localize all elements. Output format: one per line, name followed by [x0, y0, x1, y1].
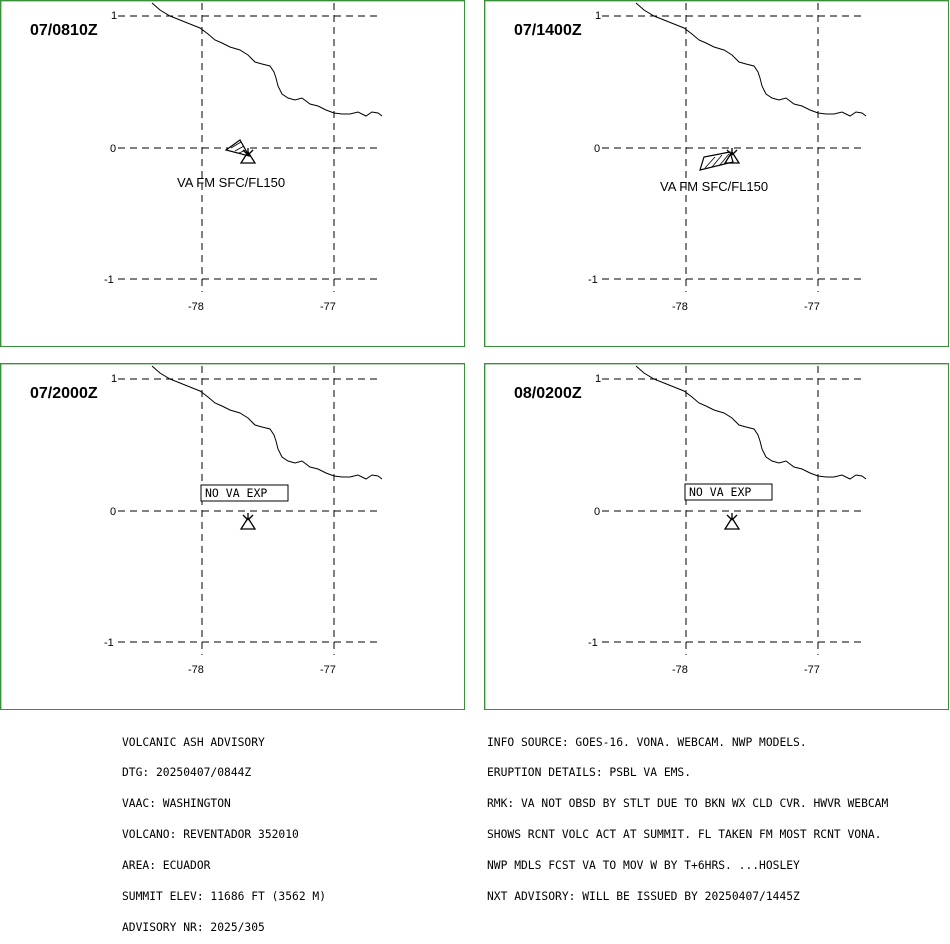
map-panel-4: 08/0200Z 1 0 -1 -78 -77 NO VA EXP: [484, 363, 949, 710]
va-status: NO VA EXP: [205, 486, 267, 500]
x-tick: -77: [320, 301, 336, 313]
volcano-icon: [723, 513, 741, 530]
advisory-volcano: VOLCANO: REVENTADOR 352010: [122, 828, 299, 842]
y-tick: 0: [594, 506, 600, 518]
x-tick: -77: [804, 301, 820, 313]
y-tick: -1: [588, 637, 598, 649]
remarks-line-3: NWP MDLS FCST VA TO MOV W BY T+6HRS. ...…: [487, 859, 800, 873]
x-tick: -78: [672, 301, 688, 313]
coastline: [151, 2, 383, 117]
y-tick: 0: [110, 506, 116, 518]
volcano-icon: [239, 148, 257, 164]
panel-time: 08/0200Z: [514, 385, 582, 402]
map-panel-3: 07/2000Z 1 0 -1 -78 -77 NO VA EXP: [0, 363, 465, 710]
ash-cloud: [699, 151, 734, 171]
x-tick: -78: [672, 664, 688, 676]
advisory-number: ADVISORY NR: 2025/305: [122, 920, 265, 934]
ash-cloud: [224, 139, 251, 157]
advisory-area: AREA: ECUADOR: [122, 859, 211, 873]
no-va-box: [200, 484, 289, 502]
x-tick: -77: [320, 664, 336, 676]
map-panel-2: 07/1400Z 1 0 -1 -78 -77 VA FM SFC/FL150: [484, 0, 949, 347]
eruption-details: ERUPTION DETAILS: PSBL VA EMS.: [487, 766, 692, 780]
volcano-icon: [723, 148, 741, 164]
y-tick: 0: [594, 143, 600, 155]
va-status: VA FM SFC/FL150: [660, 179, 768, 194]
no-va-box: [684, 483, 773, 501]
advisory-vaac: VAAC: WASHINGTON: [122, 797, 231, 811]
va-status: VA FM SFC/FL150: [177, 175, 285, 190]
advisory-title: VOLCANIC ASH ADVISORY: [122, 735, 265, 749]
x-tick: -78: [188, 664, 204, 676]
panel-time: 07/2000Z: [30, 385, 98, 402]
y-tick: 0: [110, 143, 116, 155]
x-tick: -78: [188, 301, 204, 313]
forecast-panel-3: 07/2000Z 1 0 -1 -78 -77 NO VA EXP: [0, 363, 465, 710]
y-tick: 1: [595, 373, 601, 385]
advisory-summit-elev: SUMMIT ELEV: 11686 FT (3562 M): [122, 890, 327, 904]
advisory-header: VOLCANIC ASH ADVISORY DTG: 20250407/0844…: [122, 717, 326, 944]
next-advisory: NXT ADVISORY: WILL BE ISSUED BY 20250407…: [487, 890, 800, 904]
panel-time: 07/0810Z: [30, 22, 98, 39]
y-tick: -1: [104, 637, 114, 649]
map-panel-1: 07/0810Z 1 0 -1 -78 -77 VA FM SFC/FL150: [0, 0, 465, 347]
x-tick: -77: [804, 664, 820, 676]
volcano-icon: [239, 513, 257, 530]
advisory-dtg: DTG: 20250407/0844Z: [122, 766, 252, 780]
y-tick: 1: [111, 373, 117, 385]
remarks-line-2: SHOWS RCNT VOLC ACT AT SUMMIT. FL TAKEN …: [487, 828, 882, 842]
forecast-panel-2: 07/1400Z 1 0 -1 -78 -77 VA FM SFC/FL150: [484, 0, 949, 347]
panel-time: 07/1400Z: [514, 22, 582, 39]
advisory-remarks: INFO SOURCE: GOES-16. VONA. WEBCAM. NWP …: [487, 717, 888, 913]
y-tick: 1: [595, 10, 601, 22]
info-source: INFO SOURCE: GOES-16. VONA. WEBCAM. NWP …: [487, 735, 807, 749]
y-tick: -1: [588, 274, 598, 286]
forecast-panel-4: 08/0200Z 1 0 -1 -78 -77 NO VA EXP: [484, 363, 949, 710]
coastline: [635, 2, 867, 117]
y-tick: -1: [104, 274, 114, 286]
coastline: [635, 365, 867, 480]
remarks-line-1: RMK: VA NOT OBSD BY STLT DUE TO BKN WX C…: [487, 797, 889, 811]
forecast-panel-1: 07/0810Z 1 0 -1 -78 -77 VA FM SFC/FL150: [0, 0, 465, 347]
y-tick: 1: [111, 10, 117, 22]
coastline: [151, 365, 383, 480]
va-status: NO VA EXP: [689, 485, 751, 499]
